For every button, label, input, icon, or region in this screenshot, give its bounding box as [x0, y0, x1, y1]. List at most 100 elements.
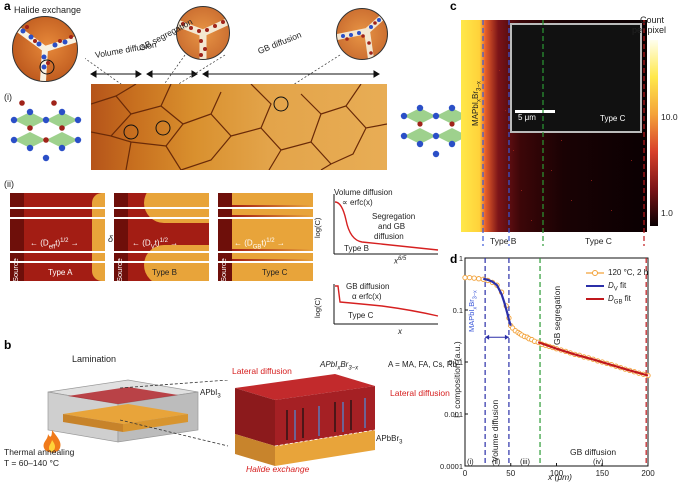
chart-composition-label: MAPbIxBr3−x — [467, 290, 479, 332]
temperature-label: T = 60–140 °C — [4, 458, 59, 468]
source-strip-a — [10, 193, 24, 281]
front-a — [92, 193, 105, 281]
region-i-label: (i) — [467, 457, 474, 466]
halide-exchange-title: Halide exchange — [14, 5, 82, 15]
zoom-lines — [120, 380, 229, 447]
chart-xlabel: x (μm) — [548, 472, 573, 482]
map-type-c-label: Type C — [585, 236, 612, 246]
x-tick-label-0: 0 — [463, 469, 468, 478]
scale-bar-label: 5 μm — [518, 113, 536, 122]
source-label-a: Source — [11, 258, 20, 282]
map-type-b-label: Type B — [490, 236, 517, 246]
y-tick-label-4: 1 — [459, 254, 463, 263]
vol-width-arrowhead-left — [485, 334, 490, 340]
plot2-type-label: Type C — [348, 311, 374, 320]
chart-gb-diffusion-label: GB diffusion — [570, 447, 617, 457]
plot2-xlabel: x — [398, 327, 402, 336]
type-c-label: Type C — [262, 268, 288, 277]
source-strip-c — [218, 193, 232, 281]
inset-type-c-label: Type C — [600, 114, 626, 123]
mixed-formula-label: APbIxBr3−x — [320, 360, 359, 372]
legend-exp-label: 120 °C, 2 h — [608, 268, 649, 277]
x-tick-label-2: 100 — [550, 469, 564, 478]
plot1-type-label: Type B — [344, 244, 369, 253]
region-iii-label: (iii) — [520, 457, 530, 466]
diffusion-length-c: ← (DGBt)1/2 → — [234, 238, 285, 251]
flame-icon — [43, 430, 61, 453]
data-point — [471, 275, 477, 281]
thermal-annealing-label: Thermal annealing — [4, 447, 75, 457]
gb-diffusion-inset — [336, 8, 388, 60]
source-label-c: Source — [219, 258, 228, 282]
gb-segregation-inset — [176, 6, 230, 60]
plot1-xlabel: x6/5 — [394, 256, 407, 266]
chart-legend: 120 °C, 2 h DV fit DGB fit — [584, 266, 674, 310]
chart-ylabel: I⁻ composition (a.u.) — [452, 341, 462, 418]
colorbar-title-1: Count — [640, 15, 665, 25]
lamination-label: Lamination — [72, 354, 117, 364]
vol-width-arrowhead-right — [504, 334, 509, 340]
source-label-b: Source — [115, 258, 124, 282]
plot1-volume-label: Volume diffusion — [334, 188, 393, 197]
chart-volume-diffusion-label: Volume diffusion — [490, 399, 500, 462]
type-a-panel — [10, 193, 105, 281]
y-tick-label-0: 0.0001 — [440, 462, 463, 471]
chart-gb-segregation-label: GB segregation — [552, 285, 562, 345]
apbi3-label: APbI3 — [200, 388, 221, 400]
source-strip-b — [114, 193, 128, 281]
type-b-label: Type B — [152, 268, 177, 277]
region-arrows — [85, 54, 380, 84]
type-b-panel — [114, 193, 209, 281]
scale-bar — [515, 110, 555, 113]
panel-b-letter: b — [4, 338, 12, 352]
fit-line-0 — [483, 277, 512, 327]
data-point — [476, 276, 482, 282]
plot1-ylabel: log(C) — [313, 217, 322, 238]
segregation-drawing — [177, 17, 229, 59]
halide-exchange-label: Halide exchange — [246, 464, 310, 474]
colorbar-title-2: per pixel — [632, 25, 667, 35]
legend-dv-label: DV fit — [608, 281, 627, 293]
a-site-cations-label: A = MA, FA, Cs, Rb — [388, 360, 458, 369]
crystal-lattice-right — [400, 104, 472, 158]
type-c-panel — [218, 193, 313, 281]
colorbar — [650, 40, 658, 226]
colorbar-tick-1: 1.0 — [661, 208, 673, 218]
grain-boundary-drawing — [13, 24, 77, 81]
eds-noise — [491, 30, 632, 221]
delta-label: δ — [108, 234, 114, 244]
lateral-diffusion-label-1: Lateral diffusion — [232, 366, 292, 376]
data-point — [462, 274, 468, 281]
colorbar-tick-10: 10.0 — [661, 112, 678, 122]
legend-dgb-label: DGB fit — [608, 294, 631, 306]
x-tick-label-4: 200 — [641, 469, 655, 478]
plot1-seg-label: Segregation — [372, 212, 416, 221]
diffusion-length-b: ← (DVt)1/2 → — [132, 238, 179, 251]
type-c-profile-plot — [333, 284, 439, 325]
grain-network — [91, 84, 387, 170]
y-tick-label-3: 0.1 — [453, 306, 463, 315]
panel-a-letter: a — [4, 0, 11, 13]
x-tick-label-3: 150 — [596, 469, 610, 478]
gb-diffusion-drawing — [337, 10, 387, 59]
lamination-schematic — [47, 379, 199, 443]
y-tick-label-2: 0.01 — [448, 358, 463, 367]
region-iv-label: (iv) — [593, 457, 604, 466]
plot1-erfc-label: ∝ erfc(x) — [342, 198, 373, 207]
region-ii-label: (ii) — [492, 457, 501, 466]
plot1-diff-label: diffusion — [374, 232, 404, 241]
composition-profile-chart: 0 50 100 150 200 0.0001 0.001 0.01 0.1 1 — [440, 254, 655, 478]
plot2-ylabel: log(C) — [313, 297, 322, 318]
eds-inset — [510, 23, 642, 133]
type-b-profile-plot — [333, 194, 439, 255]
type-a-label: Type A — [48, 268, 73, 277]
diffusion-length-a: ← (Defft)1/2 → — [30, 238, 79, 251]
halide-exchange-inset — [12, 16, 78, 82]
fit-line-1 — [537, 341, 649, 377]
map-region-lines — [482, 20, 645, 246]
lateral-diffusion-label-2: Lateral diffusion — [390, 388, 450, 398]
plot2-gb-label: GB diffusion — [346, 282, 390, 291]
sub-ii-label: (ii) — [4, 179, 14, 189]
grain-micrograph — [91, 84, 387, 170]
panel-d-letter: d — [450, 252, 458, 266]
